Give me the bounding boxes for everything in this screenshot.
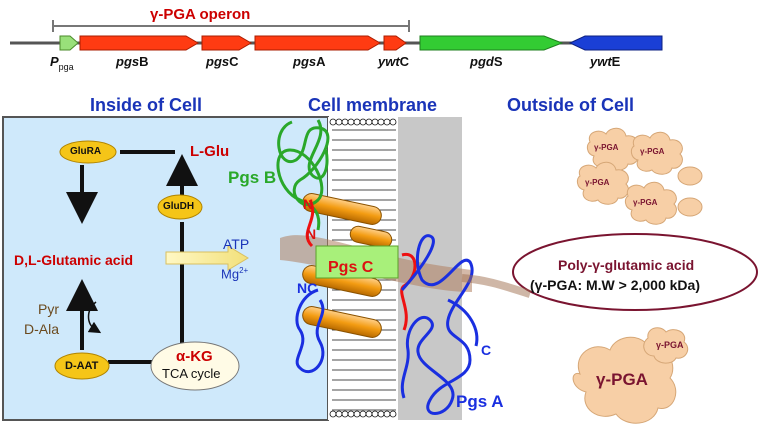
promoter-arrow <box>59 35 79 51</box>
c-label: C <box>481 342 492 358</box>
pgsC-block <box>315 245 399 279</box>
gludh-label: GluDH <box>163 201 195 212</box>
daat-label: D-AAT <box>65 360 99 372</box>
operon-graphic <box>10 20 663 51</box>
big-cloud-label: γ-PGA <box>596 370 648 389</box>
gene-pgdS-arrow <box>419 35 564 51</box>
mg-label: Mg2+ <box>221 266 249 282</box>
akg-label: α-KG <box>176 348 213 365</box>
cloud-label-4: γ-PGA <box>633 198 658 207</box>
gene-ywtC-arrow <box>383 35 407 51</box>
gene-label-ywtE: ywtE <box>590 54 621 69</box>
heading-membrane: Cell membrane <box>308 95 438 115</box>
pgsB-label: Pgs B <box>228 168 277 187</box>
gene-label-pgsC: pgsC <box>206 54 239 69</box>
akg-node <box>150 341 240 391</box>
pgsA-protein-left <box>295 288 325 374</box>
promoter-label: Ppga <box>50 54 74 72</box>
dl-glutamic-label: D,L-Glutamic acid <box>14 252 134 268</box>
poly-pga-line1: Poly-γ-glutamic acid <box>558 257 695 273</box>
small-cloud-label: γ-PGA <box>656 340 684 350</box>
tca-label: TCA cycle <box>162 366 221 381</box>
daat-node <box>54 352 110 380</box>
heading-inside: Inside of Cell <box>90 95 203 115</box>
pga-clouds <box>572 127 703 424</box>
cloud-label-3: γ-PGA <box>585 178 610 187</box>
pgsB-protein <box>276 120 330 231</box>
l-glu-label: L-Glu <box>190 143 230 160</box>
gene-label-pgsA: pgsA <box>293 54 326 69</box>
pgsA-label: Pgs A <box>456 392 504 411</box>
pgsC-label: Pgs C <box>328 259 374 276</box>
pgsA-protein-right <box>400 234 474 415</box>
gene-label-ywtC: ywtC <box>378 54 410 69</box>
glura-node <box>59 140 117 164</box>
gene-pgsA-arrow <box>254 35 381 51</box>
pga-streak <box>461 274 532 298</box>
gene-pgsB-arrow <box>79 35 199 51</box>
gludh-node <box>157 194 203 220</box>
pyr-arrow <box>87 301 102 334</box>
gene-pgsC-arrow <box>201 35 252 51</box>
operon-region: γ-PGA operon Ppga pgsB pgsC pgsA ywtC pg… <box>0 0 777 80</box>
cloud-label-2: γ-PGA <box>640 147 665 156</box>
operon-title: γ-PGA operon <box>150 6 251 23</box>
n-label-1: N <box>303 196 314 212</box>
nc-label: NC <box>297 280 318 296</box>
pathway-arrows <box>66 150 198 364</box>
atp-arrow <box>165 245 249 271</box>
d-ala-label: D-Ala <box>24 321 60 337</box>
gene-label-pgsB: pgsB <box>116 54 149 69</box>
heading-outside: Outside of Cell <box>507 95 635 115</box>
poly-pga-line2: (γ-PGA: M.W > 2,000 kDa) <box>530 277 700 293</box>
cloud-label-1: γ-PGA <box>594 143 619 152</box>
gene-label-pgdS: pgdS <box>470 54 503 69</box>
glura-label: GluRA <box>70 146 102 157</box>
gene-ywtE-arrow <box>568 35 663 51</box>
atp-label: ATP <box>223 236 250 252</box>
pyr-label: Pyr <box>38 301 59 317</box>
n-label-2: N <box>306 226 317 242</box>
poly-pga-ellipse <box>512 233 758 311</box>
